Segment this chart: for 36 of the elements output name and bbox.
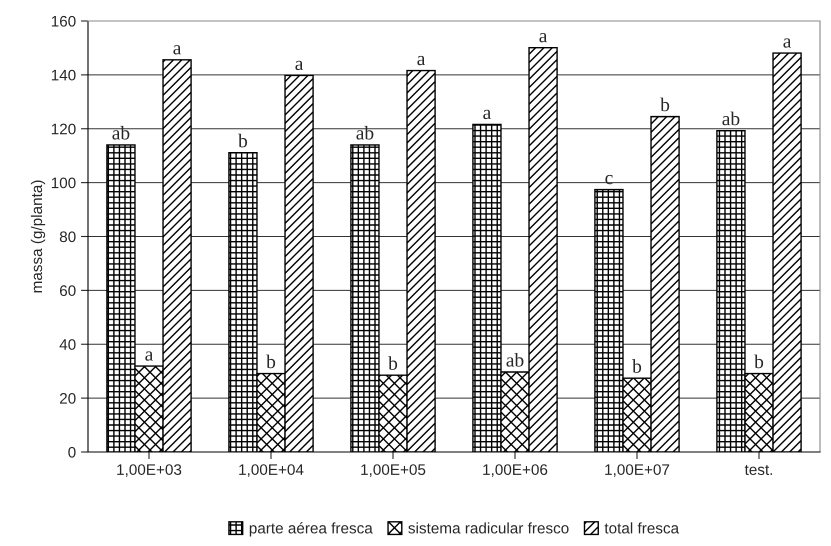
data-label: b — [238, 134, 248, 148]
data-label: b — [388, 356, 398, 370]
data-label: a — [173, 45, 182, 54]
data-label: b — [632, 359, 642, 373]
y-tick-label: 60 — [60, 285, 76, 296]
legend-label: parte aérea fresca — [250, 522, 373, 537]
data-label: ab — [506, 352, 524, 367]
x-tick-label: 1,00E+07 — [605, 464, 670, 477]
legend-label: total fresca — [604, 522, 680, 534]
data-label: a — [783, 38, 792, 48]
x-tick-label: 1,00E+03 — [117, 464, 182, 477]
data-label: b — [266, 354, 276, 368]
data-label: a — [483, 110, 491, 120]
data-label: ab — [356, 126, 374, 140]
y-tick-label: 40 — [60, 339, 76, 350]
data-label: a — [295, 60, 304, 70]
data-label: b — [660, 98, 670, 112]
y-tick-label: 100 — [52, 177, 76, 188]
y-tick-label: 160 — [52, 16, 76, 27]
x-tick-label: 1,00E+04 — [239, 464, 304, 477]
data-label: a — [417, 56, 426, 66]
data-label: ab — [112, 126, 130, 140]
y-tick-label: 0 — [68, 446, 76, 458]
data-label: ab — [722, 112, 740, 126]
y-tick-label: 80 — [60, 231, 76, 242]
y-tick-label: 20 — [60, 392, 76, 404]
y-tick-label: 140 — [52, 70, 76, 81]
y-tick-label: 120 — [52, 124, 76, 134]
y-axis-title: massa (g/planta) — [30, 180, 46, 292]
data-label: a — [145, 351, 154, 361]
x-tick-label: test. — [744, 465, 772, 476]
x-tick-label: 1,00E+06 — [483, 464, 548, 477]
data-label: b — [754, 354, 764, 368]
data-label: a — [539, 33, 548, 42]
legend-label: sistema radicular fresco — [408, 522, 569, 534]
x-tick-label: 1,00E+05 — [361, 464, 426, 477]
